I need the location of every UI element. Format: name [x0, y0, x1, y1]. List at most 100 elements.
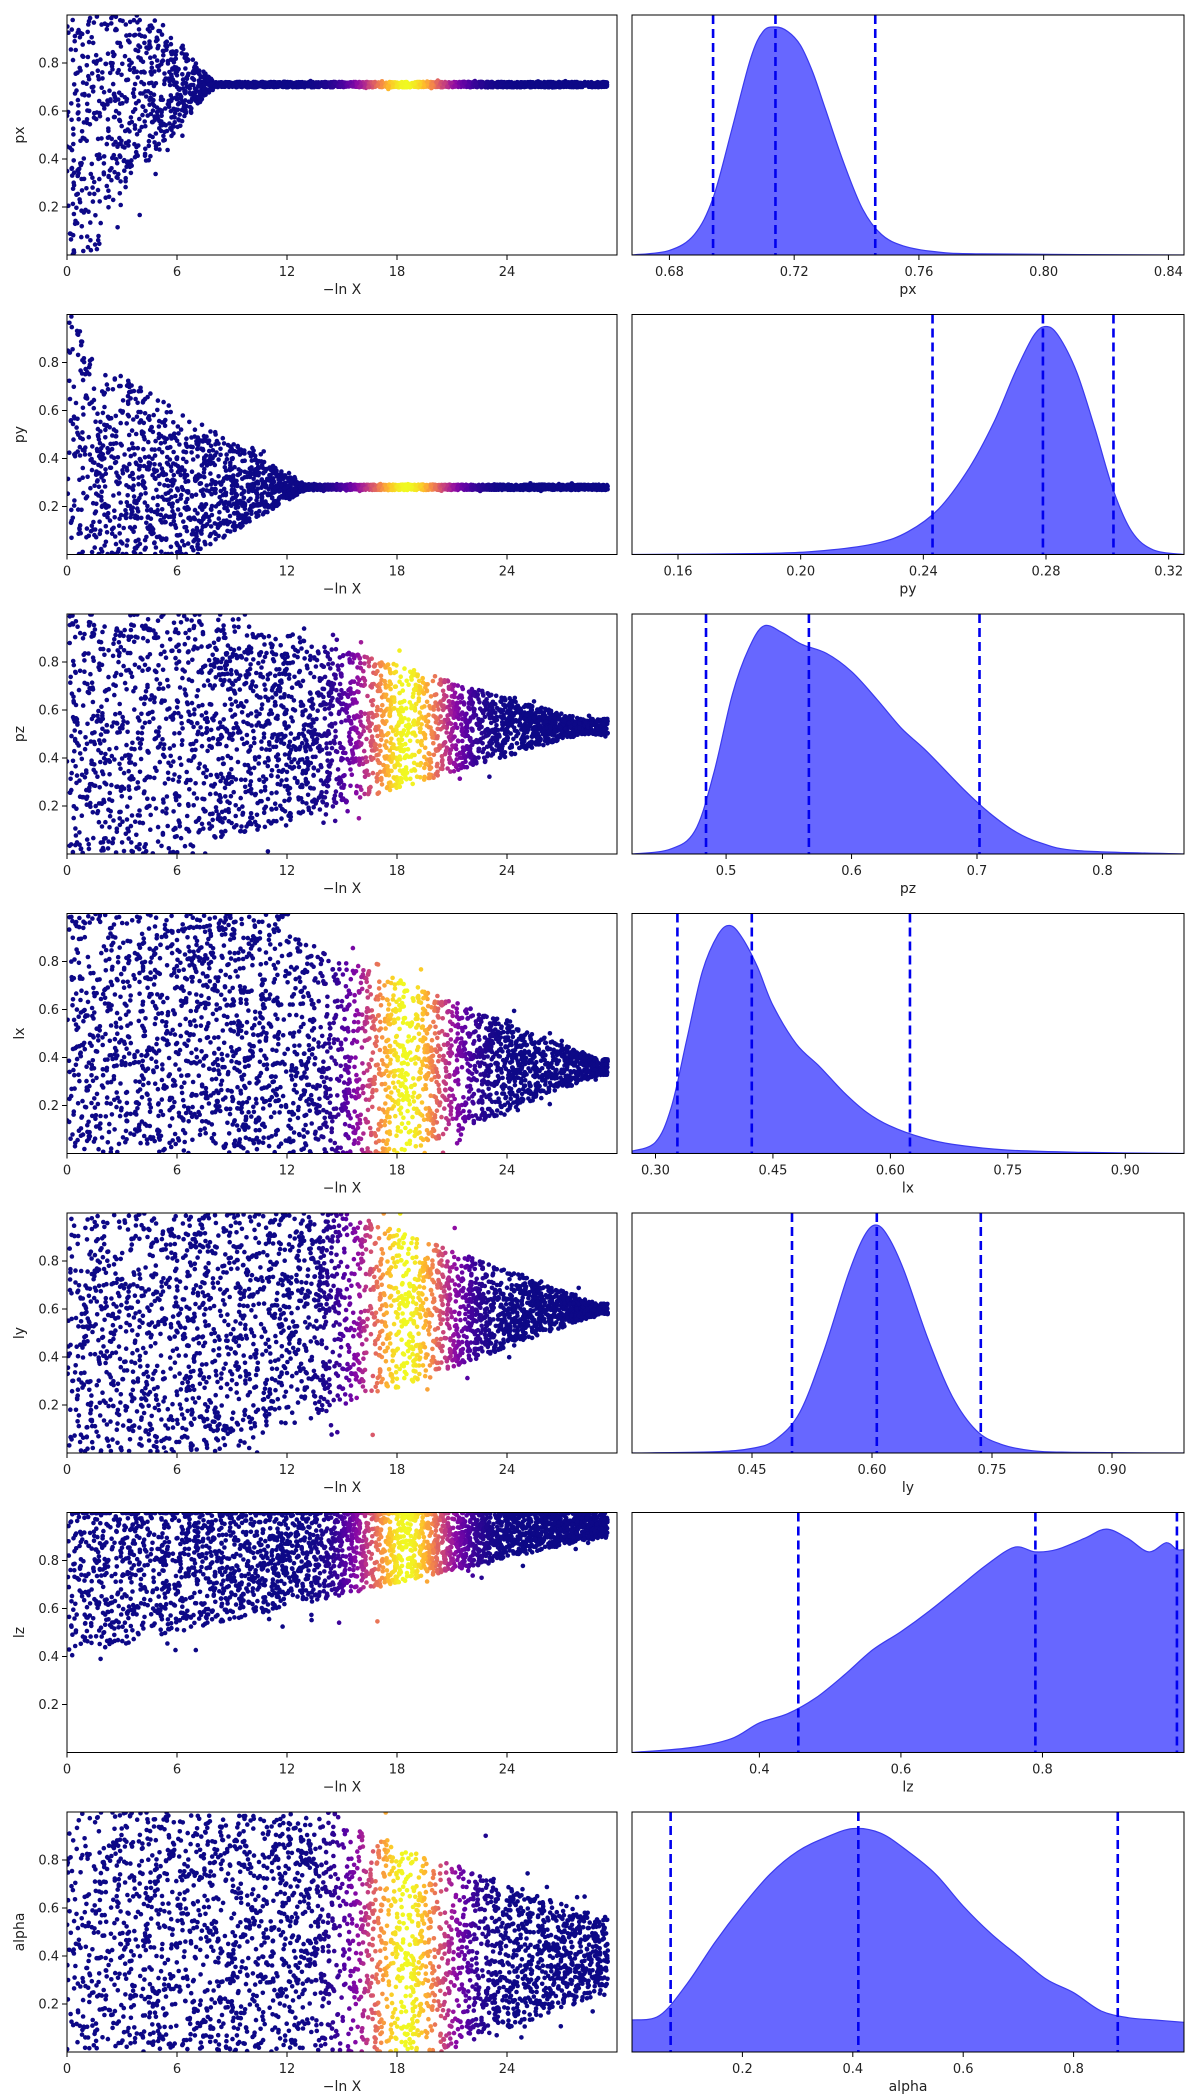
trace-py-point	[156, 418, 162, 424]
trace-px-point	[85, 108, 90, 113]
trace-px-point	[146, 81, 152, 86]
trace-py-point	[251, 476, 256, 482]
trace-px-point	[113, 139, 118, 145]
trace-py-point	[80, 475, 85, 481]
trace-px-point	[133, 101, 139, 106]
trace-px-point	[96, 152, 102, 157]
trace-px-point	[101, 161, 107, 166]
trace-py-point	[170, 501, 175, 506]
trace-px-point	[70, 17, 75, 23]
trace-px-point	[223, 79, 228, 85]
trace-px-point	[122, 53, 128, 59]
trace-px-point	[101, 89, 107, 95]
trace-px-point	[167, 78, 172, 84]
trace-py-point	[189, 450, 194, 455]
trace-px-point	[143, 108, 148, 114]
trace-py-point	[136, 481, 141, 487]
trace-py-point	[182, 542, 187, 548]
trace-px-point	[156, 68, 162, 73]
trace-py-point	[193, 492, 199, 498]
trace-py-point	[132, 524, 138, 530]
trace-px-point	[168, 41, 174, 47]
trace-px-point	[113, 15, 119, 20]
trace-px-point	[148, 69, 153, 75]
trace-py-point	[177, 442, 182, 447]
trace-px-point	[163, 106, 168, 111]
trace-px-point	[159, 61, 164, 67]
trace-px-point	[163, 122, 168, 128]
trace-px-point	[530, 84, 535, 90]
trace-px-point	[119, 123, 124, 129]
trace-px-point	[91, 179, 97, 185]
trace-px-point	[96, 233, 101, 239]
trace-py-point	[173, 493, 178, 499]
trace-px-point	[169, 72, 174, 78]
trace-py-point	[163, 472, 169, 477]
trace-px-point	[162, 81, 167, 87]
trace-py-point	[123, 515, 129, 521]
trace-py-point	[202, 539, 207, 545]
trace-px-point	[96, 98, 102, 104]
trace-px-point	[200, 74, 206, 80]
trace-px-point	[100, 101, 106, 107]
posterior-px-xlabel: px	[899, 282, 916, 298]
trace-px-point	[246, 80, 251, 85]
trace-py-point	[103, 427, 108, 433]
trace-py-point	[202, 466, 207, 472]
trace-px-point	[192, 92, 197, 98]
trace-py-point	[159, 450, 165, 455]
trace-px-point	[119, 92, 124, 98]
trace-py-point	[143, 491, 148, 496]
trace-px-point	[93, 116, 99, 122]
trace-px-point	[227, 83, 232, 89]
trace-px-point	[175, 102, 181, 107]
trace-px-point	[115, 40, 120, 46]
trace-px-point	[118, 154, 123, 160]
trace-px-point	[184, 75, 190, 80]
trace-py-point	[150, 429, 156, 435]
trace-py-point	[207, 518, 212, 523]
trace-py-point	[103, 467, 108, 472]
trace-px-point	[163, 76, 168, 81]
trace-px-point	[252, 80, 258, 85]
trace-px-point	[68, 47, 74, 52]
trace-px-point	[332, 80, 338, 86]
trace-py-point	[108, 441, 113, 447]
trace-py-point	[170, 508, 175, 514]
trace-px-point	[131, 17, 137, 23]
trace-px-point	[300, 83, 306, 88]
trace-px-point	[147, 97, 152, 103]
trace-px-point	[112, 52, 117, 57]
trace-py-point	[258, 452, 264, 457]
trace-px-point	[149, 119, 155, 125]
trace-px-point	[71, 158, 76, 163]
trace-py-point	[175, 507, 181, 512]
trace-px-ytick-label: 0.6	[38, 105, 59, 120]
trace-px-point	[118, 141, 123, 147]
trace-px-point	[179, 51, 185, 56]
trace-px-point	[143, 158, 149, 163]
trace-px-point	[76, 170, 81, 176]
trace-px-point	[79, 234, 84, 240]
trace-px-point	[86, 76, 92, 82]
trace-py-point	[95, 411, 100, 417]
trace-px-point	[190, 57, 196, 62]
trace-px-point	[73, 71, 78, 76]
trace-px-point	[153, 81, 159, 86]
trace-px-point	[99, 136, 104, 141]
trace-px-point	[192, 86, 198, 91]
trace-py-point	[173, 525, 179, 531]
trace-py-point	[155, 407, 160, 413]
trace-py-point	[163, 551, 168, 555]
trace-px-point	[86, 39, 92, 45]
trace-py-point	[208, 541, 213, 547]
trace-py-point	[203, 453, 209, 458]
trace-px-ytick-label: 0.4	[38, 153, 59, 168]
trace-py-point	[162, 483, 167, 488]
trace-px-xtick-label: 24	[499, 265, 516, 280]
trace-py-point	[156, 424, 162, 429]
trace-px-point	[399, 84, 405, 90]
trace-px-point	[114, 156, 119, 162]
